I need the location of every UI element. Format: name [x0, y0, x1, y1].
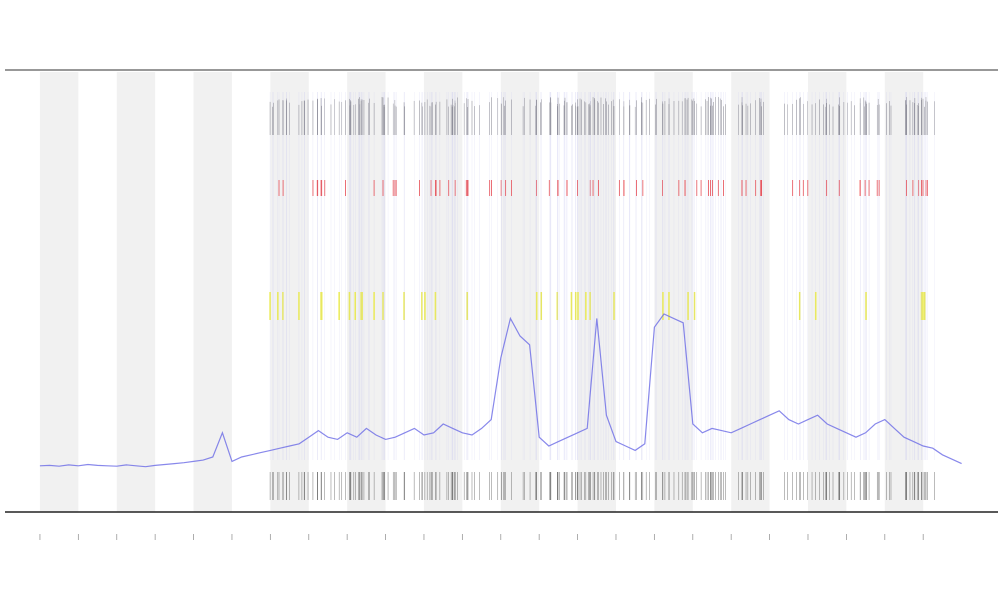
shaded-band	[116, 72, 156, 512]
shaded-band	[500, 72, 540, 512]
shaded-band	[39, 72, 79, 512]
shaded-band	[347, 72, 386, 512]
shaded-band	[423, 72, 463, 512]
shaded-band	[193, 72, 232, 512]
data-line	[39, 313, 962, 468]
shaded-band	[807, 72, 847, 512]
shaded-band	[577, 72, 616, 512]
annotation-marks	[269, 92, 935, 500]
shaded-band	[654, 72, 693, 512]
shaded-band	[884, 72, 924, 512]
